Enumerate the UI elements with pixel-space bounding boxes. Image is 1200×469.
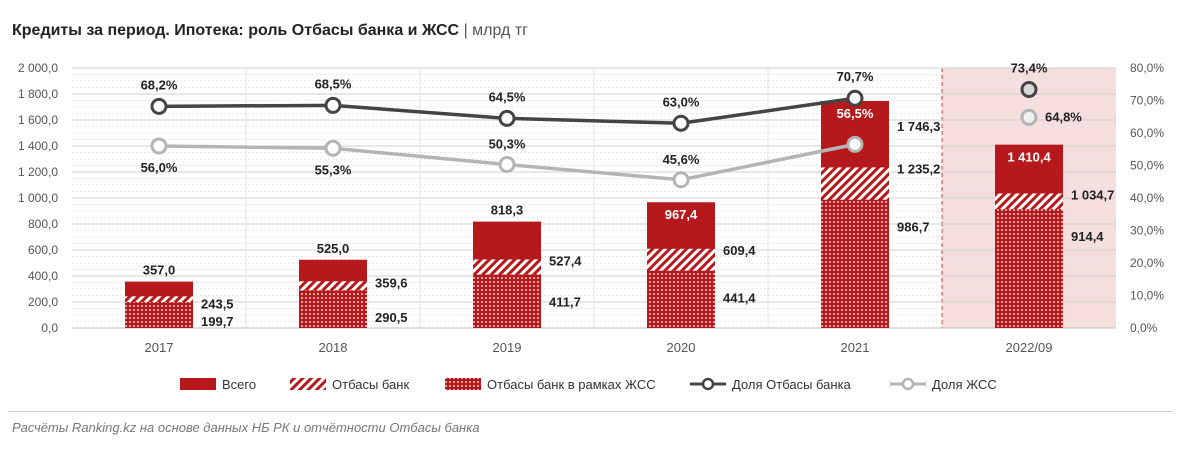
- label-otbasy: 359,6: [375, 275, 408, 290]
- title-separator: |: [463, 22, 468, 39]
- label-total: 525,0: [317, 241, 350, 256]
- y2-tick-label: 0,0%: [1130, 321, 1158, 335]
- y2-tick-label: 60,0%: [1130, 126, 1164, 140]
- chart-title: Кредиты за период. Ипотека: роль Отбасы …: [12, 22, 528, 40]
- share-otbasy-marker: [498, 109, 516, 127]
- legend-otbasy-jss-label: Отбасы банк в рамках ЖСС: [487, 377, 656, 392]
- share-otbasy-marker: [1020, 80, 1038, 98]
- x-tick-label: 2019: [493, 340, 522, 355]
- legend-total-label: Всего: [222, 377, 256, 392]
- legend-share-jss-label: Доля ЖСС: [932, 377, 997, 392]
- y2-tick-label: 20,0%: [1130, 256, 1164, 270]
- label-otbasy-jss: 986,7: [897, 220, 930, 235]
- y2-tick-label: 50,0%: [1130, 159, 1164, 173]
- label-total: 818,3: [491, 203, 524, 218]
- bar-otbasy-jss: [125, 302, 193, 328]
- label-share-jss: 50,3%: [489, 137, 526, 152]
- label-otbasy-jss: 441,4: [723, 291, 756, 306]
- label-share-otbasy: 73,4%: [1011, 60, 1048, 75]
- bar-otbasy-jss: [821, 199, 889, 328]
- share-jss-marker: [1020, 108, 1038, 126]
- legend-total-swatch: [180, 378, 216, 390]
- label-total: 56,5%: [837, 106, 874, 121]
- label-share-jss: 64,8%: [1045, 109, 1082, 124]
- label-otbasy: 243,5: [201, 296, 234, 311]
- mortgage-chart: 0,0 200,0 400,0 600,0 800,0 1 000,0 1 200,0 1 4…: [18, 60, 1164, 392]
- bar-otbasy-jss: [473, 274, 541, 328]
- label-share-otbasy: 64,5%: [489, 89, 526, 104]
- y-tick-label: 1 600,0: [18, 113, 58, 127]
- legend-otbasy-swatch: [290, 378, 326, 390]
- x-tick-label: 2021: [841, 340, 870, 355]
- y-tick-label: 1 400,0: [18, 139, 58, 153]
- source-note: Расчёты Ranking.kz на основе данных НБ Р…: [12, 420, 480, 435]
- legend-share-otbasy-label: Доля Отбасы банка: [732, 377, 852, 392]
- legend-otbasy-jss-swatch: [445, 378, 481, 390]
- label-share-jss: 45,6%: [663, 152, 700, 167]
- y-tick-label: 0,0: [41, 321, 58, 335]
- legend-share-jss-swatch-marker: [901, 377, 915, 391]
- share-otbasy-marker: [672, 114, 690, 132]
- y-tick-label: 600,0: [28, 243, 58, 257]
- label-total-2021: 1 746,3: [897, 119, 940, 134]
- bar-otbasy-jss: [299, 290, 367, 328]
- label-share-otbasy: 70,7%: [837, 69, 874, 84]
- y2-tick-label: 80,0%: [1130, 61, 1164, 75]
- share-jss-marker: [498, 156, 516, 174]
- share-otbasy-marker: [150, 97, 168, 115]
- label-share-otbasy: 68,5%: [315, 76, 352, 91]
- bar-otbasy-jss: [647, 270, 715, 328]
- label-share-jss: 56,0%: [141, 160, 178, 175]
- y2-tick-label: 10,0%: [1130, 289, 1164, 303]
- bar-otbasy-jss: [995, 209, 1063, 328]
- x-tick-label: 2018: [319, 340, 348, 355]
- chart-title-text: Кредиты за период. Ипотека: роль Отбасы …: [12, 22, 460, 39]
- label-otbasy-jss: 411,7: [549, 294, 581, 309]
- label-share-otbasy: 68,2%: [141, 77, 178, 92]
- label-otbasy-jss: 199,7: [201, 314, 234, 329]
- x-tick-label: 2017: [145, 340, 174, 355]
- share-otbasy-marker: [846, 89, 864, 107]
- label-total: 967,4: [665, 207, 698, 222]
- y2-tick-label: 40,0%: [1130, 191, 1164, 205]
- y2-tick-label: 30,0%: [1130, 224, 1164, 238]
- label-otbasy: 527,4: [549, 253, 582, 268]
- share-jss-marker: [846, 135, 864, 153]
- y-tick-label: 1 000,0: [18, 191, 58, 205]
- share-jss-marker: [150, 137, 168, 155]
- title-unit: млрд тг: [472, 22, 528, 39]
- y-tick-label: 800,0: [28, 217, 58, 231]
- y-tick-label: 2 000,0: [18, 61, 58, 75]
- y-tick-label: 1 200,0: [18, 165, 58, 179]
- legend-otbasy-label: Отбасы банк: [332, 377, 409, 392]
- footer-divider: [8, 411, 1173, 412]
- label-share-otbasy: 63,0%: [663, 94, 700, 109]
- label-share-jss: 55,3%: [315, 162, 352, 177]
- label-otbasy-jss: 290,5: [375, 310, 408, 325]
- label-total: 357,0: [143, 263, 176, 278]
- label-total: 1 410,4: [1007, 150, 1051, 165]
- x-tick-label: 2022/09: [1006, 340, 1053, 355]
- legend-share-otbasy-swatch-marker: [701, 377, 715, 391]
- share-otbasy-marker: [324, 96, 342, 114]
- label-otbasy: 1 034,7: [1071, 187, 1114, 202]
- y2-tick-label: 70,0%: [1130, 94, 1164, 108]
- y-tick-label: 200,0: [28, 295, 58, 309]
- y-tick-label: 1 800,0: [18, 87, 58, 101]
- label-otbasy-jss: 914,4: [1071, 229, 1104, 244]
- label-otbasy: 1 235,2: [897, 161, 940, 176]
- share-jss-marker: [324, 139, 342, 157]
- y-tick-label: 400,0: [28, 269, 58, 283]
- share-jss-marker: [672, 171, 690, 189]
- x-tick-label: 2020: [667, 340, 696, 355]
- label-otbasy: 609,4: [723, 243, 756, 258]
